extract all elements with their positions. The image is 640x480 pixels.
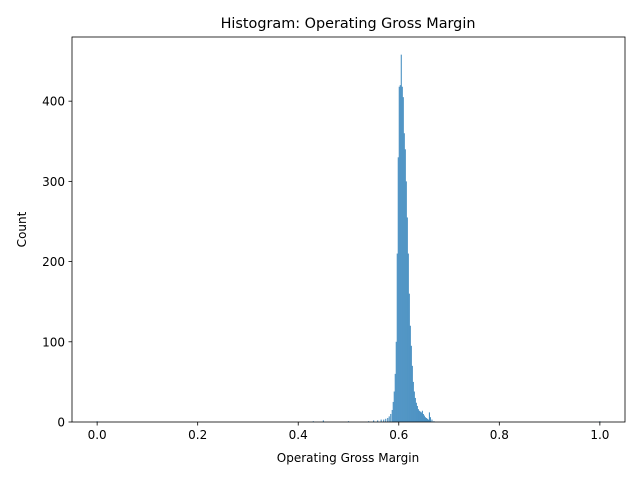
x-tick-label: 0.2: [188, 428, 207, 442]
histogram-bar: [398, 86, 400, 422]
y-tick-label: 100: [42, 335, 65, 349]
histogram-bar: [395, 341, 397, 422]
histogram-bar: [431, 419, 433, 422]
histogram-bar: [388, 416, 390, 422]
histogram-bar: [399, 85, 401, 423]
histogram-bar: [416, 405, 418, 422]
histogram-bar: [393, 391, 395, 422]
x-axis: 0.0 0.2 0.4 0.6 0.8 1.0: [88, 422, 609, 442]
histogram-bar: [404, 149, 406, 423]
histogram-bar: [413, 391, 415, 422]
histogram-bar: [396, 253, 398, 422]
chart-title: Histogram: Operating Gross Margin: [221, 16, 476, 32]
y-tick-label: 400: [42, 95, 65, 109]
histogram-bar: [414, 397, 416, 422]
y-axis-label: Count: [15, 211, 29, 247]
y-tick-label: 0: [57, 416, 65, 430]
y-tick-label: 200: [42, 255, 65, 269]
histogram-bar: [400, 54, 402, 423]
histogram-bar: [421, 410, 423, 422]
x-tick-label: 0.0: [88, 428, 107, 442]
histogram-bar: [406, 217, 408, 422]
histogram-bar: [407, 253, 409, 422]
histogram-bar: [424, 417, 426, 422]
histogram-bar: [422, 413, 424, 422]
x-tick-label: 0.4: [289, 428, 308, 442]
histogram-bar: [411, 365, 413, 422]
histogram-bar: [418, 410, 420, 422]
histogram-bar: [428, 412, 430, 423]
histogram-bar: [420, 412, 422, 423]
x-tick-label: 0.8: [490, 428, 509, 442]
histogram-bar: [322, 420, 324, 422]
histogram-bar: [419, 411, 421, 422]
histogram-bar: [412, 381, 414, 422]
histogram-bar: [426, 418, 428, 422]
plot-frame: [71, 36, 626, 423]
histogram-bar: [391, 409, 393, 422]
histogram-bar: [415, 402, 417, 422]
x-tick-label: 1.0: [590, 428, 609, 442]
histogram-bar: [402, 97, 404, 422]
histogram-bar: [408, 293, 410, 422]
histogram-bar: [385, 418, 387, 422]
histogram-bar: [425, 417, 427, 422]
histogram-bar: [383, 419, 385, 422]
histogram-bar: [403, 133, 405, 422]
histogram-bar: [409, 325, 411, 422]
histogram-bar: [387, 417, 389, 422]
x-tick-label: 0.6: [389, 428, 408, 442]
bars-group: [96, 54, 601, 423]
y-tick-label: 300: [42, 175, 65, 189]
histogram-bar: [394, 373, 396, 423]
histogram-bar: [380, 419, 382, 422]
histogram-bar: [401, 86, 403, 422]
histogram-bar: [392, 401, 394, 422]
histogram-bar: [427, 419, 429, 422]
histogram-bar: [397, 157, 399, 422]
histogram-bar: [417, 409, 419, 422]
x-axis-label: Operating Gross Margin: [277, 451, 419, 465]
histogram-bar: [429, 417, 431, 422]
histogram-bar: [405, 181, 407, 423]
histogram-bar: [390, 413, 392, 422]
histogram-bar: [377, 420, 379, 422]
histogram-bar: [423, 415, 425, 422]
histogram-bar: [410, 345, 412, 422]
y-axis: 0 100 200 300 400: [42, 95, 72, 430]
histogram-bar: [373, 420, 375, 422]
